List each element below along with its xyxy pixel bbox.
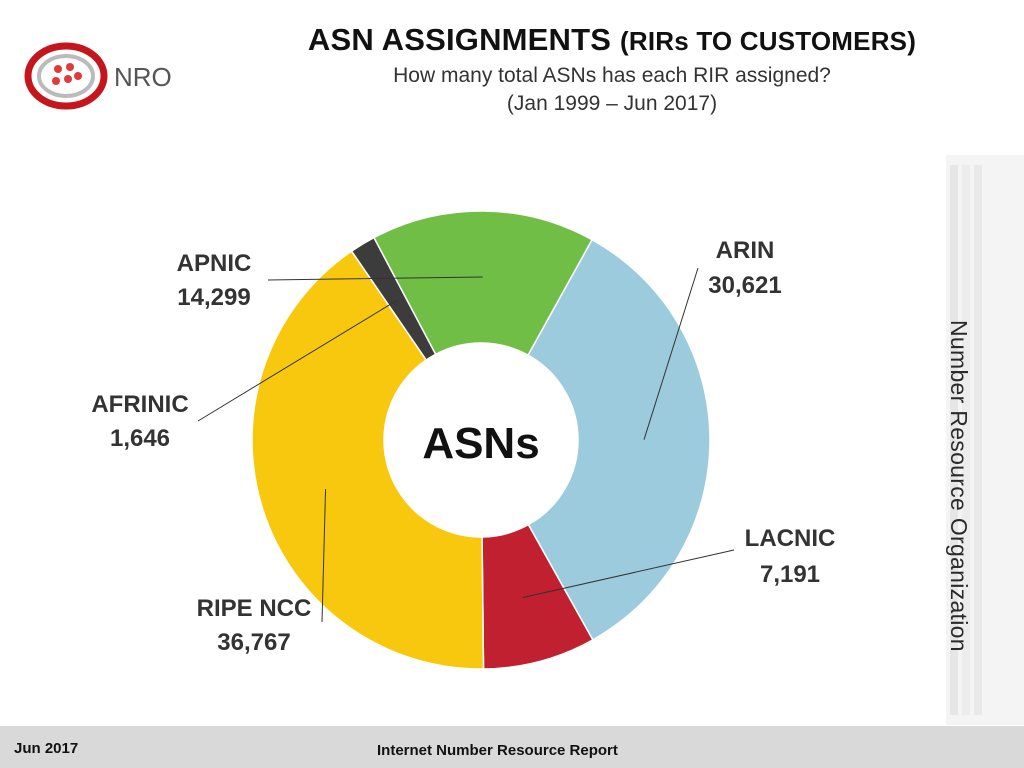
logo-dot (52, 77, 60, 85)
slice-label: AFRINIC (91, 391, 188, 418)
slice-label: RIPE NCC (197, 595, 312, 622)
slice-value: 36,767 (217, 629, 290, 656)
title-main: ASN ASSIGNMENTS (307, 22, 612, 57)
footer-date: Jun 2017 (14, 740, 79, 757)
leader-line (321, 489, 327, 623)
slice-ripe-ncc (251, 250, 485, 670)
slice-apnic (372, 210, 594, 357)
nro-logo: NRO (24, 42, 172, 110)
center-label: ASNs (422, 419, 539, 468)
banner-stripe (974, 165, 982, 715)
slice-label: APNIC (177, 250, 252, 277)
subtitle: How many total ASNs has each RIR assigne… (393, 64, 831, 87)
header: ASN ASSIGNMENTS (RIRs TO CUSTOMERS) How … (200, 22, 1024, 116)
logo-dot (66, 63, 74, 71)
slice-value: 30,621 (708, 272, 781, 299)
banner-stripe (962, 165, 970, 715)
footer-report: Internet Number Resource Report (377, 742, 618, 759)
leader-line (643, 267, 699, 440)
page-title: ASN ASSIGNMENTS (RIRs TO CUSTOMERS) (200, 22, 1024, 58)
slice-value: 7,191 (760, 561, 820, 588)
slice-arin (527, 238, 711, 641)
logo-dot (54, 65, 62, 73)
slice-value: 14,299 (177, 284, 250, 311)
slice-label: ARIN (716, 237, 775, 264)
date-range: (Jan 1999 – Jun 2017) (506, 92, 718, 115)
slice-label: LACNIC (745, 525, 836, 552)
slice-labels: ARIN 30,621 LACNIC 7,191 RIPE NCC 36,767 AFRIN… (91, 237, 835, 656)
logo-dot (64, 75, 72, 83)
leader-line (267, 276, 483, 281)
side-banner (946, 155, 1024, 725)
title-suffix: (RIRs TO CUSTOMERS) (620, 26, 917, 56)
banner-pattern (950, 165, 982, 715)
leader-line (522, 549, 735, 598)
banner-stripe (950, 165, 958, 715)
logo-text: NRO (114, 62, 172, 92)
leader-line (197, 300, 397, 422)
logo-ring-outer (24, 42, 108, 110)
leader-lines (197, 267, 735, 623)
slice-value: 1,646 (110, 425, 170, 452)
footer: Jun 2017 Internet Number Resource Report (0, 726, 1024, 768)
logo-dot (74, 72, 82, 80)
donut-slices (251, 210, 711, 670)
